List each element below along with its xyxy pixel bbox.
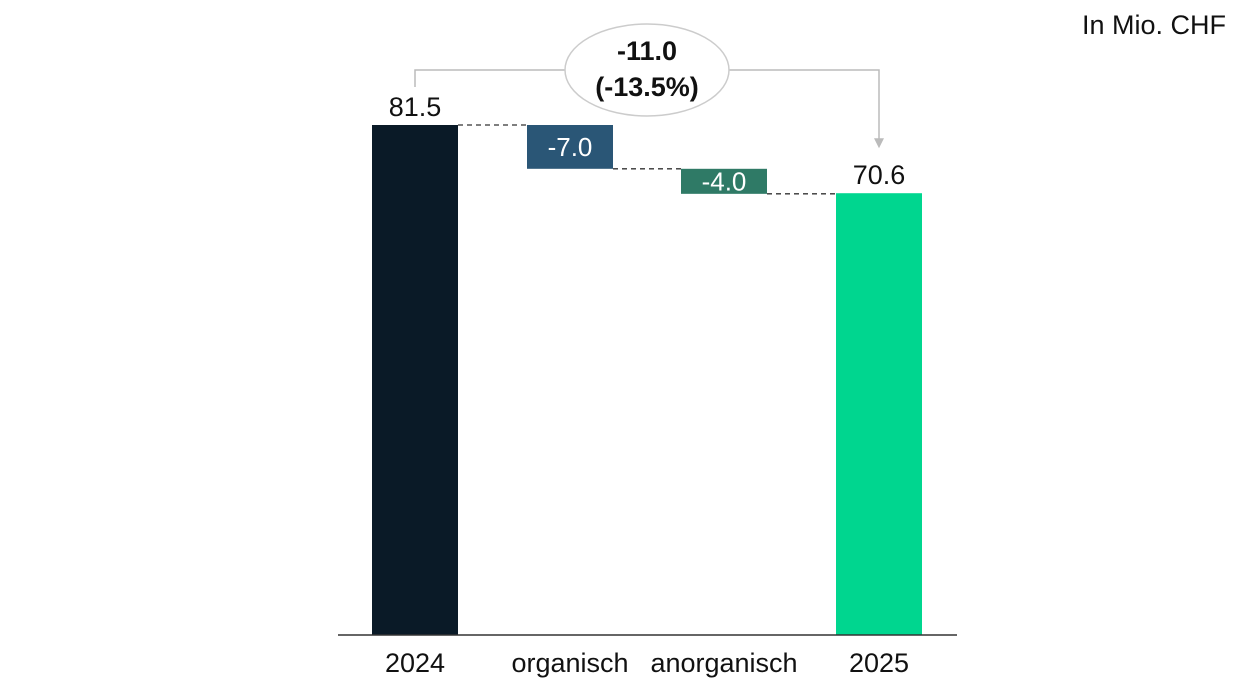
- change-value: -11.0: [617, 36, 677, 66]
- arrow-head-icon: [874, 138, 884, 149]
- category-label-organisch: organisch: [511, 648, 628, 678]
- category-label-2024: 2024: [385, 648, 445, 678]
- value-label-2024: 81.5: [389, 92, 442, 122]
- bar-organisch: [527, 125, 613, 169]
- change-annotation: -11.0 (-13.5%): [414, 23, 884, 149]
- unit-label: In Mio. CHF: [1081, 10, 1226, 40]
- category-label-anorganisch: anorganisch: [650, 648, 797, 678]
- connector-lines: [458, 124, 836, 195]
- bar-2024: [372, 125, 458, 635]
- change-percent: (-13.5%): [595, 72, 699, 102]
- bar-2025: [836, 193, 922, 635]
- category-label-2025: 2025: [849, 648, 909, 678]
- delta-label-anorganisch: -4.0: [702, 166, 747, 196]
- change-bubble: [564, 23, 730, 117]
- bars: [372, 125, 922, 635]
- delta-label-organisch: -7.0: [548, 132, 593, 162]
- bar-anorganisch: [681, 168, 767, 194]
- category-labels: 2024 organisch anorganisch 2025: [385, 648, 909, 678]
- bar-labels: 81.5 -7.0 -4.0 70.6: [389, 92, 906, 196]
- value-label-2025: 70.6: [853, 160, 906, 190]
